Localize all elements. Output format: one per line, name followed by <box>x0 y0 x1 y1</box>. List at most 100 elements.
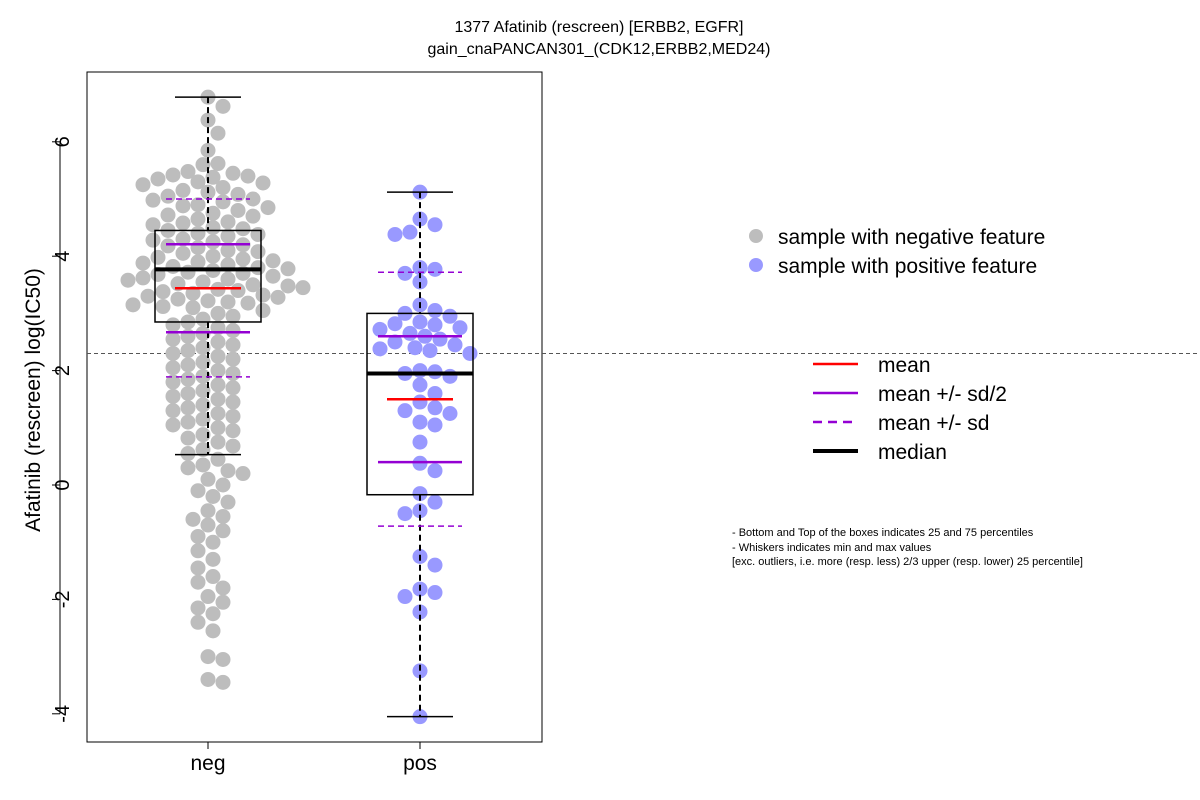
data-point-neg <box>145 217 161 233</box>
data-point-pos <box>397 506 413 522</box>
legend-point-label-1: sample with positive feature <box>778 255 1037 278</box>
data-point-neg <box>195 311 211 327</box>
data-point-pos <box>412 434 428 450</box>
data-point-neg <box>175 231 191 247</box>
y-tick-label: 0 <box>52 479 74 490</box>
data-point-neg <box>255 287 271 303</box>
data-point-neg <box>165 345 181 361</box>
data-point-neg <box>255 303 271 319</box>
data-point-neg <box>140 288 156 304</box>
data-point-neg <box>235 466 251 482</box>
data-point-neg <box>190 197 206 213</box>
data-point-neg <box>135 270 151 286</box>
data-point-neg <box>200 671 216 687</box>
data-point-neg <box>195 274 211 290</box>
data-point-neg <box>265 268 281 284</box>
data-point-neg <box>165 374 181 390</box>
data-point-pos <box>427 317 443 333</box>
data-point-pos <box>387 316 403 332</box>
data-point-neg <box>165 167 181 183</box>
data-point-neg <box>225 337 241 353</box>
legend-line-label-2: mean +/- sd <box>878 412 989 435</box>
box-pos <box>366 312 474 496</box>
data-point-pos <box>427 494 443 510</box>
plot-area: -4 -2 0 2 4 6 neg pos <box>52 71 1200 775</box>
data-point-neg <box>135 177 151 193</box>
data-point-pos <box>427 557 443 573</box>
data-point-neg <box>210 305 226 321</box>
data-point-neg <box>165 258 181 274</box>
data-point-neg <box>195 354 211 370</box>
data-point-neg <box>270 289 286 305</box>
data-point-pos <box>427 400 443 416</box>
data-point-pos <box>412 663 428 679</box>
data-point-neg <box>220 294 236 310</box>
data-point-neg <box>195 340 211 356</box>
data-point-neg <box>190 240 206 256</box>
data-point-neg <box>210 391 226 407</box>
note-line-2: - Whiskers indicates min and max values <box>732 542 932 554</box>
data-point-pos <box>387 226 403 242</box>
data-point-neg <box>155 284 171 300</box>
data-point-neg <box>215 674 231 690</box>
data-point-neg <box>215 594 231 610</box>
data-point-neg <box>195 157 211 173</box>
data-point-neg <box>245 208 261 224</box>
data-point-pos <box>412 394 428 410</box>
data-point-neg <box>125 297 141 313</box>
data-point-neg <box>220 463 236 479</box>
data-point-neg <box>160 207 176 223</box>
data-point-pos <box>412 314 428 330</box>
data-point-neg <box>205 488 221 504</box>
data-point-neg <box>235 251 251 267</box>
data-point-neg <box>190 560 206 576</box>
data-point-neg <box>225 408 241 424</box>
data-point-pos <box>452 320 468 336</box>
data-point-pos <box>402 224 418 240</box>
data-point-neg <box>225 323 241 339</box>
data-point-neg <box>195 442 211 458</box>
data-point-neg <box>265 253 281 269</box>
data-point-neg <box>195 368 211 384</box>
notes: - Bottom and Top of the boxes indicates … <box>732 527 1083 568</box>
data-point-pos <box>427 261 443 277</box>
data-point-neg <box>225 308 241 324</box>
y-tick-label: -4 <box>52 705 74 723</box>
chart-subtitle: gain_cnaPANCAN301_(CDK12,ERBB2,MED24) <box>428 41 771 58</box>
data-point-neg <box>190 174 206 190</box>
legend-point-marker-1 <box>749 258 763 272</box>
data-point-pos <box>427 417 443 433</box>
data-point-neg <box>205 606 221 622</box>
data-point-neg <box>175 182 191 198</box>
data-point-neg <box>230 283 246 299</box>
data-point-neg <box>190 211 206 227</box>
box-neg <box>154 229 262 323</box>
data-point-neg <box>205 220 221 236</box>
data-point-neg <box>210 377 226 393</box>
data-point-neg <box>180 385 196 401</box>
data-point-pos <box>412 604 428 620</box>
data-point-neg <box>245 191 261 207</box>
data-point-pos <box>412 414 428 430</box>
data-point-neg <box>165 331 181 347</box>
data-point-neg <box>255 175 271 191</box>
data-point-neg <box>215 477 231 493</box>
data-point-neg <box>185 300 201 316</box>
data-point-neg <box>195 427 211 443</box>
note-line-1: - Bottom and Top of the boxes indicates … <box>732 527 1034 539</box>
data-point-neg <box>185 285 201 301</box>
data-point-neg <box>280 278 296 294</box>
data-point-pos <box>412 211 428 227</box>
data-point-neg <box>200 517 216 533</box>
data-point-pos <box>412 274 428 290</box>
data-point-pos <box>387 334 403 350</box>
data-point-neg <box>160 238 176 254</box>
data-point-neg <box>190 574 206 590</box>
data-point-neg <box>250 226 266 242</box>
data-point-pos <box>407 340 423 356</box>
data-point-pos <box>412 486 428 502</box>
data-point-pos <box>427 463 443 479</box>
data-point-neg <box>230 186 246 202</box>
data-point-neg <box>150 249 166 265</box>
